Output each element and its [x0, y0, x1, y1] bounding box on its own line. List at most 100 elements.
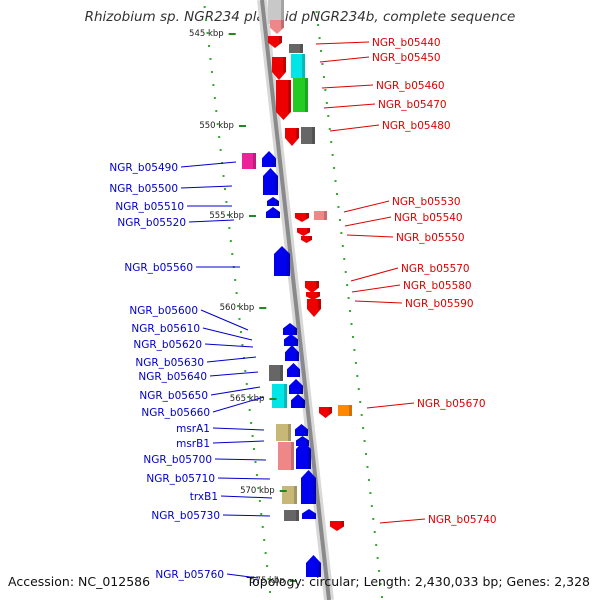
feature-ngr-b05620 — [285, 345, 299, 361]
gc-dot — [322, 76, 325, 78]
gc-dot — [331, 154, 334, 156]
leader-right — [315, 41, 370, 45]
leader-left — [209, 371, 259, 377]
feature-ngr-b05580 — [306, 292, 320, 300]
tick-mark-1 — [238, 125, 246, 127]
gc-dot — [327, 115, 330, 117]
gc-dot — [340, 232, 343, 234]
tick-label-1: 550 kbp — [199, 121, 234, 131]
feature-arrow-top — [270, 20, 284, 34]
gene-label-ngr_b05530: NGR_b05530 — [392, 196, 461, 208]
leader-left — [210, 386, 261, 396]
gc-dot — [250, 422, 253, 424]
gc-dot — [338, 219, 341, 221]
gc-dot — [328, 128, 331, 130]
gc-dot — [335, 193, 338, 195]
map-title: Rhizobium sp. NGR234 plasmid pNGR234b, c… — [84, 9, 516, 25]
gc-dot — [351, 336, 354, 338]
gc-dot — [376, 557, 379, 559]
gc-dot — [245, 383, 248, 385]
gc-dot — [365, 453, 368, 455]
gc-dot — [226, 214, 229, 216]
gc-dot — [241, 344, 244, 346]
feature-ngr-b05730b — [302, 509, 316, 519]
tick-mark-5 — [279, 490, 287, 492]
gene-label-ngr_b05520: NGR_b05520 — [117, 217, 186, 229]
backbone-line — [260, 0, 331, 600]
gene-label-ngr_b05460: NGR_b05460 — [376, 80, 445, 92]
feature-ngr-b05450 — [272, 57, 286, 80]
leader-right — [321, 84, 374, 89]
gc-dot — [257, 487, 260, 489]
gene-label-ngr_b05590: NGR_b05590 — [405, 298, 474, 310]
gc-dot — [372, 518, 375, 520]
gene-label-ngr_b05610: NGR_b05610 — [131, 323, 200, 335]
gc-dot — [208, 45, 211, 47]
tick-label-6: 575 kbp — [250, 576, 285, 586]
feature-ngr-b05660 — [291, 394, 305, 408]
gc-dot — [228, 227, 231, 229]
gc-dot — [315, 11, 318, 13]
feature-ngr-b05600 — [283, 323, 297, 335]
gc-dot — [238, 318, 241, 320]
gc-dot — [237, 305, 240, 307]
gene-label-ngr_b05740: NGR_b05740 — [428, 514, 497, 526]
gc-dot — [253, 448, 256, 450]
feature-ngr-b05650 — [272, 384, 287, 408]
gc-dot — [317, 24, 320, 26]
gc-dot — [216, 123, 219, 125]
leader-left — [180, 185, 233, 189]
gc-dot — [209, 58, 212, 60]
gc-dot — [341, 245, 344, 247]
feature-ngr-b05500 — [263, 168, 278, 195]
gc-dot — [213, 97, 216, 99]
gc-dot — [330, 141, 333, 143]
gene-label-ngr_b05480: NGR_b05480 — [382, 120, 451, 132]
feature-ngr-b05500a — [262, 151, 276, 167]
backbone — [257, 0, 334, 600]
gc-dot — [210, 71, 213, 73]
tick-mark-3 — [259, 307, 267, 309]
gc-dot-tracks — [203, 6, 383, 598]
gc-dot — [223, 188, 226, 190]
gene-label-ngr_b05550: NGR_b05550 — [396, 232, 465, 244]
gc-dot — [347, 297, 350, 299]
gc-dot — [239, 331, 242, 333]
gene-label-ngr_b05670: NGR_b05670 — [417, 398, 486, 410]
tick-mark-4 — [269, 398, 277, 400]
gc-dot — [359, 401, 362, 403]
gene-labels[interactable]: NGR_b05440 NGR_b05450 NGR_b05460 NGR_b05470… — [109, 37, 496, 581]
gc-dot — [369, 492, 372, 494]
gene-label-ngr_b05700: NGR_b05700 — [143, 454, 212, 466]
feature-ngr-b05730 — [284, 510, 299, 521]
gene-label-ngr_b05660: NGR_b05660 — [141, 407, 210, 419]
gc-dot — [356, 375, 359, 377]
feature-ngr-b05670 — [319, 407, 332, 418]
feature-ngr-b05550a — [297, 228, 310, 236]
gc-dot — [344, 271, 347, 273]
feature-ngr-b05640 — [269, 365, 283, 381]
gc-dot — [334, 180, 337, 182]
gene-label-ngr_b05620: NGR_b05620 — [133, 339, 202, 351]
leader-right — [344, 216, 392, 227]
feature-ngr-b05490 — [242, 153, 256, 169]
gc-dot — [248, 409, 251, 411]
feature-ngr-b05740 — [330, 521, 344, 531]
gc-dot — [325, 102, 328, 104]
gc-dot — [206, 32, 209, 34]
gc-dot — [360, 414, 363, 416]
gc-dot — [268, 591, 271, 593]
gc-dot — [219, 149, 222, 151]
feature-ngr-b05560 — [274, 246, 290, 276]
tick-label-3: 560 kbp — [220, 303, 255, 313]
gene-label-ngr_b05640: NGR_b05640 — [138, 371, 207, 383]
gc-dot — [260, 513, 263, 515]
feature-msra1-arrow — [295, 424, 308, 436]
gc-dot — [215, 110, 218, 112]
accession-text: Accession: NC_012586 — [8, 574, 151, 589]
gene-label-ngr_b05490: NGR_b05490 — [109, 162, 178, 174]
gc-dot — [373, 531, 376, 533]
tick-mark-6 — [289, 580, 297, 582]
gene-label-ngr_b05500: NGR_b05500 — [109, 183, 178, 195]
